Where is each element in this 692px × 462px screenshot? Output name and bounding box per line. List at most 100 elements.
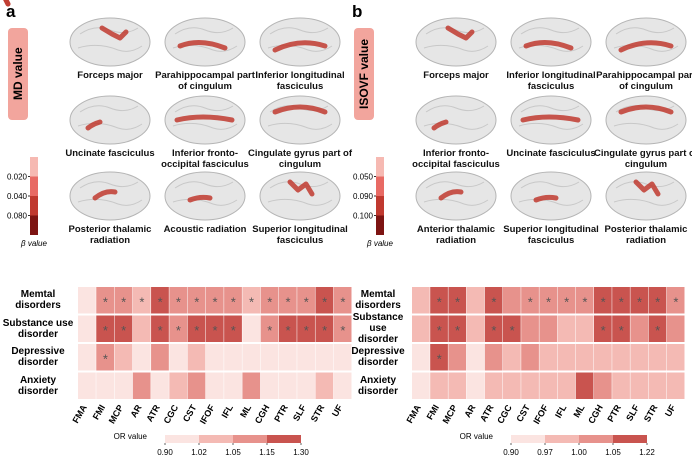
brain-folds: [423, 181, 489, 206]
heatmap-cell: [260, 344, 279, 371]
heatmap-cell: [315, 315, 334, 342]
column-label: STR: [642, 403, 660, 424]
legend-title: OR value: [114, 432, 148, 441]
heatmap-cell: [539, 372, 558, 399]
row-label: Anxiety disorder: [17, 374, 58, 397]
heatmap-cell: [96, 287, 115, 314]
heatmap-cell: [96, 344, 115, 371]
heatmap-cell: [612, 287, 630, 314]
heatmap-cell: [594, 372, 612, 399]
significance-star: *: [158, 294, 163, 309]
heatmap-cell: [224, 372, 242, 399]
significance-star: *: [286, 294, 291, 309]
tract: [272, 104, 328, 115]
significance-star: *: [437, 323, 442, 338]
legend-tick-label: 1.02: [191, 448, 207, 457]
legend-swatch: [511, 435, 545, 443]
significance-star: *: [673, 294, 678, 309]
heatmap-cell: [612, 315, 630, 342]
heatmap-cell: [448, 372, 467, 399]
tract: [523, 40, 574, 51]
colorbar-segment: [30, 157, 38, 177]
significance-star: *: [121, 294, 126, 309]
colorbar-segment: [30, 176, 38, 196]
heatmap-cell: [224, 287, 242, 314]
heatmap-cell: [78, 344, 96, 371]
tract-label: Parahippocampal part of cingulum: [155, 70, 255, 92]
column-label: STR: [309, 403, 327, 424]
tract: [520, 114, 581, 123]
heatmap-cell: [484, 315, 503, 342]
column-label: IFOF: [198, 403, 217, 426]
measure-label: ISOVF value: [354, 28, 374, 120]
heatmap-cell: [315, 287, 334, 314]
tract: [85, 119, 103, 131]
significance-star: *: [340, 294, 345, 309]
colorbar-tick-label: 0.100: [353, 212, 374, 221]
brain: [164, 95, 246, 145]
heatmap-cell: [648, 344, 667, 371]
heatmap-cell: [575, 287, 594, 314]
brain: [605, 171, 687, 221]
tract-label: Cingulate gyrus part of cingulum: [248, 148, 352, 170]
tract-label: Superior longitudinal fasciculus: [252, 224, 348, 246]
heatmap-cell: [297, 344, 315, 371]
tract: [187, 194, 213, 203]
column-label: MCP: [107, 403, 126, 425]
heatmap-cell: [169, 315, 188, 342]
colorbar-title: β value: [20, 239, 47, 248]
significance-star: *: [340, 323, 345, 338]
heatmap-cell: [205, 315, 224, 342]
significance-star: *: [194, 323, 199, 338]
heatmap-cell: [242, 344, 261, 371]
heatmap-cell: [594, 287, 612, 314]
colorbar-tick-label: 0.050: [353, 173, 374, 182]
brain-folds: [518, 105, 584, 130]
legend-tick-label: 1.05: [225, 448, 241, 457]
tract-label: Inferior longitudinal fasciculus: [506, 70, 596, 92]
heatmap-cell: [169, 344, 188, 371]
colorbar-segment: [376, 157, 384, 177]
tract-label: Superior longitudinal fasciculus: [503, 224, 599, 246]
heatmap-cell: [242, 287, 261, 314]
column-label: ATR: [478, 403, 496, 424]
significance-star: *: [103, 323, 108, 338]
heatmap-cell: [114, 315, 133, 342]
heatmap-cell: [412, 372, 430, 399]
significance-star: *: [212, 294, 217, 309]
column-label: SLF: [291, 403, 308, 423]
colorbar-segment: [30, 215, 38, 235]
heatmap-cell: [503, 372, 521, 399]
heatmap-cell: [224, 344, 242, 371]
significance-star: *: [455, 323, 460, 338]
significance-star: *: [267, 323, 272, 338]
significance-star: *: [619, 294, 624, 309]
panel-letter: b: [352, 2, 363, 21]
legend-swatch: [613, 435, 647, 443]
tract: [174, 114, 235, 123]
heatmap-cell: [151, 315, 169, 342]
heatmap-cell: [430, 315, 448, 342]
brain-folds: [172, 181, 238, 206]
heatmap-cell: [224, 315, 242, 342]
heatmap-cell: [412, 344, 430, 371]
column-label: IFL: [220, 403, 236, 420]
column-label: MCP: [441, 403, 460, 425]
tract-label: Forceps major: [77, 70, 143, 81]
measure-label: MD value: [8, 28, 28, 120]
significance-star: *: [637, 294, 642, 309]
tract: [618, 104, 674, 115]
tract: [3, 0, 475, 41]
colorbar-tick-label: 0.040: [7, 192, 28, 201]
heatmap-cell: [96, 372, 115, 399]
heatmap-cell: [297, 315, 315, 342]
column-label: SLF: [624, 403, 641, 423]
tract-label: Posterior thalamic radiation: [604, 224, 688, 246]
legend-tick-label: 1.05: [605, 448, 621, 457]
significance-star: *: [267, 294, 272, 309]
brain: [510, 95, 592, 145]
heatmap-cell: [539, 315, 558, 342]
significance-star: *: [322, 323, 327, 338]
column-label: AR: [129, 403, 144, 420]
column-label: CGC: [495, 403, 514, 426]
